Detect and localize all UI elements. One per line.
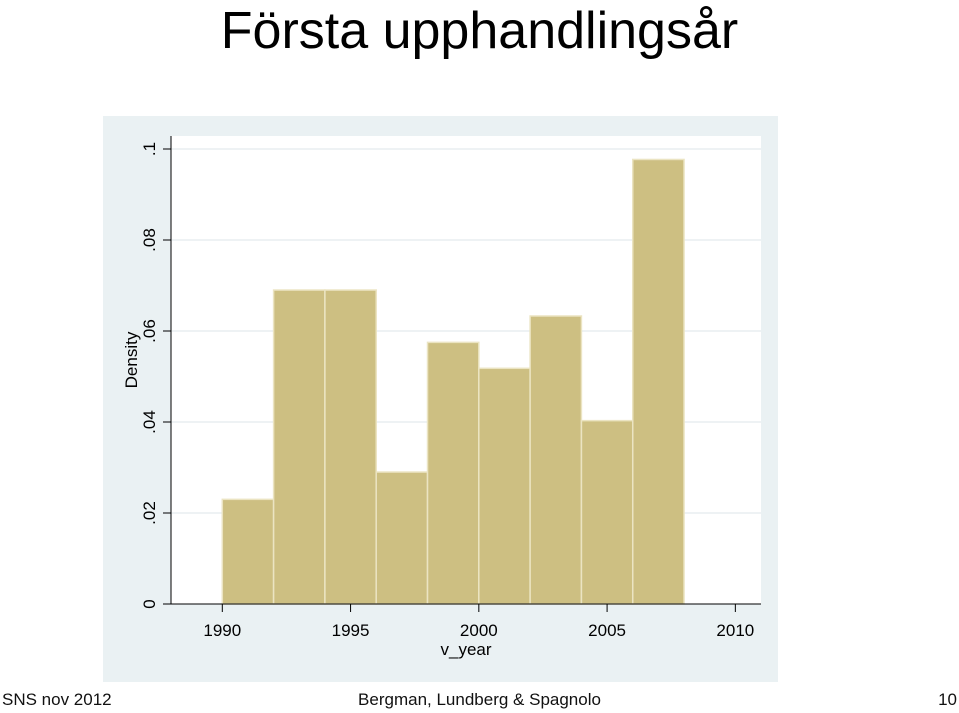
histogram-chart: 0 .02 .04 .06 .08 .1 1990 1995 2000 2005 2010 v_yea… xyxy=(103,116,778,682)
histogram-bar xyxy=(324,289,377,605)
slide-title: Första upphandlingsår xyxy=(220,2,739,60)
footer-authors: Bergman, Lundberg & Spagnolo xyxy=(358,690,601,709)
footer-date: SNS nov 2012 xyxy=(2,690,112,709)
x-axis-title: v_year xyxy=(440,640,491,659)
x-tick-label: 2010 xyxy=(716,621,754,640)
histogram-bar xyxy=(272,289,326,605)
histogram-bar xyxy=(478,367,531,605)
y-tick-label: 0 xyxy=(140,599,159,608)
y-axis-title: Density xyxy=(122,331,141,388)
x-tick-label: 2005 xyxy=(588,621,626,640)
x-tick-label: 2000 xyxy=(460,621,498,640)
y-tick-label: .06 xyxy=(140,319,159,343)
x-tick-label: 1995 xyxy=(332,621,370,640)
y-tick-label: .04 xyxy=(140,410,159,434)
y-tick-label: .08 xyxy=(140,228,159,252)
histogram-bar xyxy=(529,315,583,605)
histogram-bar xyxy=(631,158,685,605)
slide-number: 10 xyxy=(938,690,957,709)
chart-svg: 0 .02 .04 .06 .08 .1 1990 1995 2000 2005 2010 v_yea… xyxy=(103,116,778,682)
x-tick-label: 1990 xyxy=(203,621,241,640)
histogram-bar xyxy=(426,341,480,605)
y-tick-label: .02 xyxy=(140,501,159,525)
y-tick-label: .1 xyxy=(140,142,159,156)
histogram-bar xyxy=(221,498,275,605)
histogram-bar xyxy=(375,471,429,605)
histogram-bar xyxy=(580,419,634,605)
